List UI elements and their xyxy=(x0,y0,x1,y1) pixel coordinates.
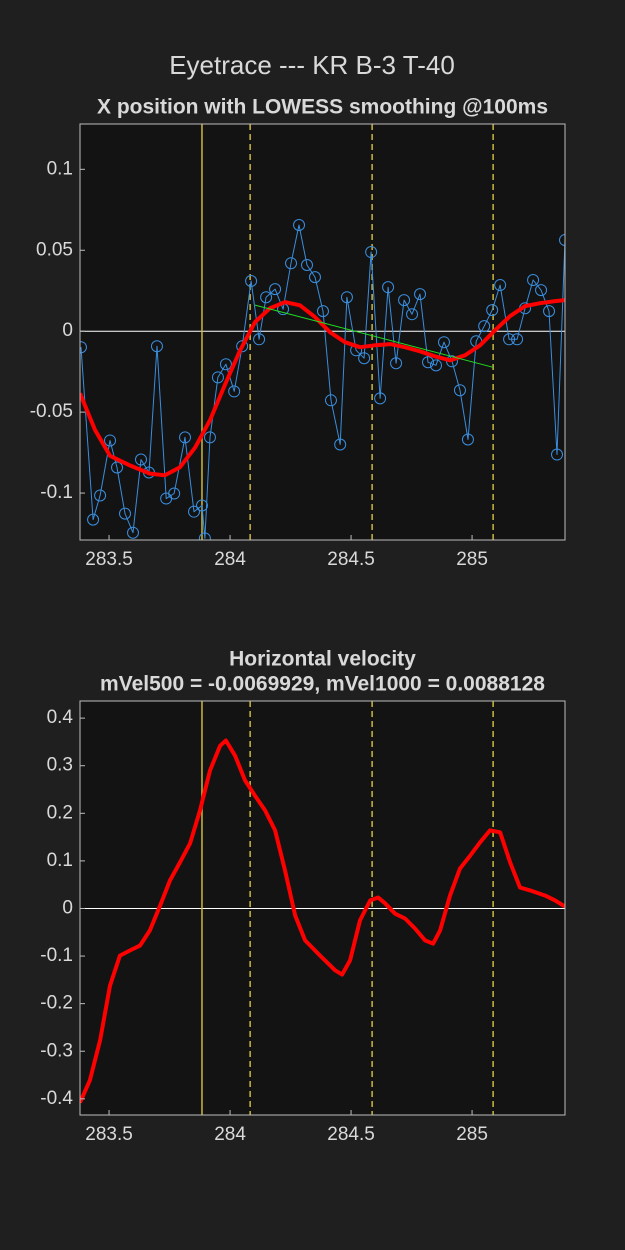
plot-content xyxy=(80,124,565,540)
y-tick-label: -0.4 xyxy=(40,1088,73,1109)
data-point xyxy=(398,294,411,307)
series-line xyxy=(80,224,565,539)
y-tick-label: 0.1 xyxy=(47,850,73,871)
y-tick-label: 0.3 xyxy=(47,755,73,776)
y-tick-label: -0.1 xyxy=(40,945,73,966)
data-point xyxy=(324,394,337,407)
y-tick-label: 0 xyxy=(62,320,73,341)
data-point xyxy=(543,305,556,318)
y-tick-label: -0.1 xyxy=(40,482,73,503)
data-point xyxy=(478,320,491,333)
data-point xyxy=(414,288,427,301)
data-point xyxy=(80,341,87,354)
data-point xyxy=(285,257,298,270)
data-point xyxy=(119,507,132,520)
data-point xyxy=(486,304,499,317)
axes-box xyxy=(79,123,566,541)
data-point xyxy=(453,384,466,397)
data-point xyxy=(461,433,474,446)
data-point xyxy=(187,505,200,518)
series-line xyxy=(80,298,565,478)
x-tick-label: 283.5 xyxy=(85,1124,133,1145)
data-point xyxy=(301,258,314,271)
data-point xyxy=(198,532,211,540)
data-point xyxy=(503,333,516,346)
y-tick-label: 0.05 xyxy=(36,239,73,260)
data-point xyxy=(494,279,507,292)
y-tick-label: -0.05 xyxy=(30,401,73,422)
data-point xyxy=(422,356,435,369)
data-point xyxy=(365,246,378,259)
figure-title: Eyetrace --- KR B-3 T-40 xyxy=(169,50,455,80)
data-point xyxy=(334,438,347,451)
x-tick-label: 285 xyxy=(456,1124,488,1145)
y-tick-label: 0.1 xyxy=(47,158,73,179)
data-point xyxy=(127,526,140,539)
chart-title: X position with LOWESS smoothing @100ms xyxy=(97,96,548,119)
data-point xyxy=(87,513,100,526)
data-point xyxy=(260,291,273,304)
data-point xyxy=(179,431,192,444)
data-point xyxy=(203,431,216,444)
data-point xyxy=(228,385,241,398)
chart-title: Horizontal velocity xyxy=(229,648,416,671)
data-point xyxy=(559,234,565,247)
data-point xyxy=(211,371,224,384)
data-point xyxy=(150,340,163,353)
data-point xyxy=(195,499,208,512)
data-point xyxy=(430,359,443,372)
y-tick-label: 0 xyxy=(62,897,73,918)
x-tick-label: 284 xyxy=(214,1124,246,1145)
data-point xyxy=(358,352,371,365)
data-point xyxy=(111,461,124,474)
x-tick-label: 283.5 xyxy=(85,549,133,570)
data-point xyxy=(94,489,107,502)
y-tick-label: -0.3 xyxy=(40,1040,73,1061)
data-point xyxy=(511,333,524,346)
data-point xyxy=(437,336,450,349)
data-point xyxy=(535,284,548,297)
data-point xyxy=(390,357,403,370)
data-point xyxy=(236,340,249,353)
data-point xyxy=(551,448,564,461)
data-point xyxy=(406,308,419,321)
series-line xyxy=(80,738,565,1104)
x-tick-label: 284.5 xyxy=(327,1124,375,1145)
series-line xyxy=(254,304,494,368)
plot-content xyxy=(80,701,565,1115)
data-point xyxy=(269,283,282,296)
x-tick-label: 284.5 xyxy=(327,549,375,570)
data-point xyxy=(374,392,387,405)
data-point xyxy=(219,358,232,371)
data-point xyxy=(308,271,321,284)
data-point xyxy=(340,291,353,304)
data-point xyxy=(245,275,258,288)
data-point xyxy=(168,487,181,500)
data-point xyxy=(104,434,117,447)
data-point xyxy=(316,305,329,318)
x-tick-label: 285 xyxy=(456,549,488,570)
y-tick-label: -0.2 xyxy=(40,993,73,1014)
data-point xyxy=(134,453,147,466)
data-point xyxy=(293,219,306,232)
data-point xyxy=(253,333,266,346)
x-tick-label: 284 xyxy=(214,549,246,570)
y-tick-label: 0.4 xyxy=(47,707,74,728)
data-point xyxy=(382,281,395,294)
data-point xyxy=(527,274,540,287)
chart-subtitle: mVel500 = -0.0069929, mVel1000 = 0.00881… xyxy=(100,673,545,696)
y-tick-label: 0.2 xyxy=(47,802,73,823)
